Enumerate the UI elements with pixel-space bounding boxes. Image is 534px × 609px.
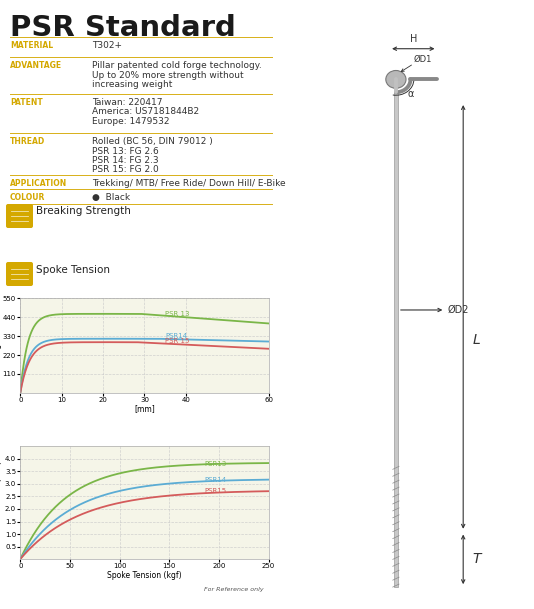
Text: APPLICATION: APPLICATION	[10, 179, 67, 188]
Text: Rolled (BC 56, DIN 79012 ): Rolled (BC 56, DIN 79012 )	[92, 137, 213, 146]
Text: PSR Standard: PSR Standard	[10, 14, 236, 42]
Text: PSR15: PSR15	[204, 488, 226, 495]
X-axis label: [mm]: [mm]	[134, 404, 155, 414]
Text: PATENT: PATENT	[10, 98, 43, 107]
Text: ADVANTAGE: ADVANTAGE	[10, 61, 62, 70]
Text: PSR 15: PSR 15	[165, 339, 190, 344]
Text: For Reference only: For Reference only	[204, 586, 264, 591]
Text: Taiwan: 220417: Taiwan: 220417	[92, 98, 162, 107]
Text: PSR 13: PSR 13	[165, 311, 190, 317]
Text: L: L	[472, 333, 480, 347]
Text: PSR14: PSR14	[204, 477, 226, 483]
Y-axis label: [kgf]: [kgf]	[0, 337, 1, 354]
Text: ØD2: ØD2	[447, 305, 469, 315]
Text: PSR 15: FG 2.0: PSR 15: FG 2.0	[92, 166, 159, 175]
Text: Europe: 1479532: Europe: 1479532	[92, 117, 169, 126]
Circle shape	[386, 71, 406, 88]
Text: PSR13: PSR13	[204, 461, 226, 467]
Text: increasing weight: increasing weight	[92, 80, 172, 89]
Text: PSR 14: FG 2.3: PSR 14: FG 2.3	[92, 156, 159, 165]
Text: H: H	[410, 33, 417, 44]
Text: α: α	[407, 89, 413, 99]
Text: Pillar patented cold forge technology.: Pillar patented cold forge technology.	[92, 61, 262, 70]
Text: T302+: T302+	[92, 41, 122, 50]
Text: T: T	[472, 552, 481, 566]
Text: PSR14: PSR14	[165, 333, 187, 339]
Text: COLOUR: COLOUR	[10, 193, 45, 202]
Text: Breaking Strength: Breaking Strength	[36, 206, 131, 216]
X-axis label: Spoke Tension (kgf): Spoke Tension (kgf)	[107, 571, 182, 580]
FancyBboxPatch shape	[6, 204, 33, 228]
FancyBboxPatch shape	[6, 262, 33, 286]
Text: THREAD: THREAD	[10, 137, 45, 146]
Text: Up to 20% more strength without: Up to 20% more strength without	[92, 71, 244, 80]
Text: ●  Black: ● Black	[92, 193, 130, 202]
Text: Spoke Tension: Spoke Tension	[36, 265, 110, 275]
Y-axis label: Measured Value (mm): Measured Value (mm)	[0, 460, 4, 545]
Text: PSR 13: FG 2.6: PSR 13: FG 2.6	[92, 147, 159, 155]
Text: ØD1: ØD1	[414, 55, 432, 63]
Text: MATERIAL: MATERIAL	[10, 41, 53, 50]
Bar	[394, 93, 398, 587]
Text: America: US7181844B2: America: US7181844B2	[92, 108, 199, 116]
Text: Trekking/ MTB/ Free Ride/ Down Hill/ E-Bike: Trekking/ MTB/ Free Ride/ Down Hill/ E-B…	[92, 179, 286, 188]
